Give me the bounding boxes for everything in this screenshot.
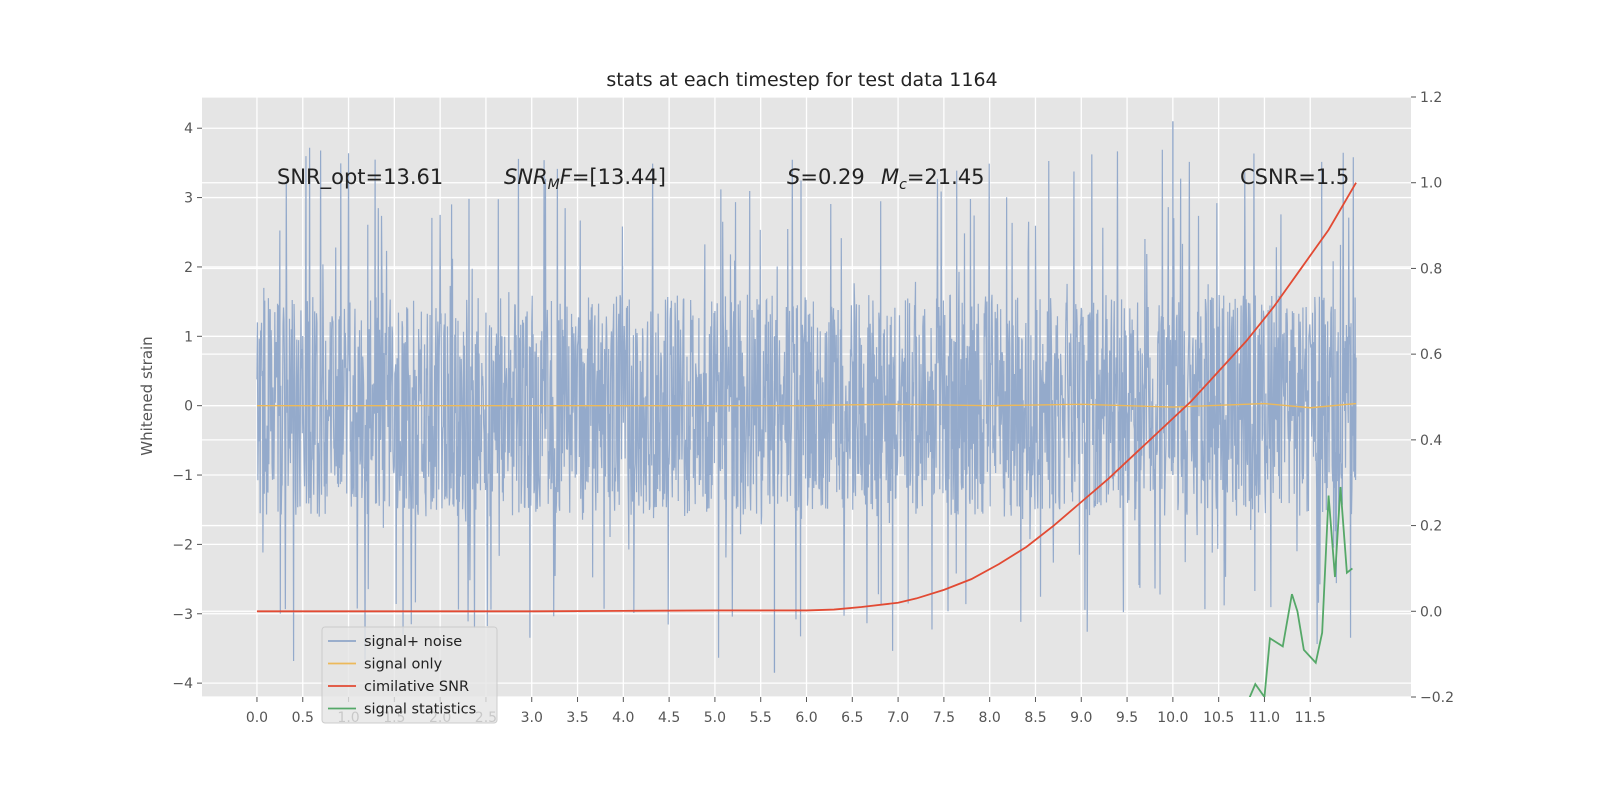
legend-label-signal-statistics: signal statistics: [364, 702, 476, 718]
annotation-mc-value: =21.45: [907, 165, 985, 189]
y-tick-label: 0: [184, 399, 193, 415]
annotation-mc-sub: c: [899, 177, 907, 193]
y-tick-label: −1: [172, 468, 193, 484]
x-tick-label: 5.0: [704, 710, 726, 726]
annotation-snr-mf: SNRMF=[13.44]: [504, 165, 666, 193]
x-tick-label: 11.5: [1295, 710, 1326, 726]
x-tick-label: 4.0: [612, 710, 634, 726]
y-axis-label: Whitened strain: [138, 336, 156, 455]
x-tick-label: 3.0: [521, 710, 543, 726]
x-tick-label: 10.5: [1203, 710, 1234, 726]
y2-tick-label: 0.0: [1420, 604, 1442, 620]
y2-tick-label: 1.2: [1420, 90, 1442, 106]
y-tick-label: −2: [172, 537, 193, 553]
x-tick-label: 9.0: [1070, 710, 1092, 726]
annotation-csnr: CSNR=1.5: [1240, 165, 1349, 189]
series-line-cimilative-snr: [256, 182, 1357, 613]
y2-tick-label: 0.2: [1420, 519, 1442, 535]
x-tick-label: 0.0: [246, 710, 268, 726]
x-tick-label: 8.5: [1024, 710, 1046, 726]
annotation-snr-opt: SNR_opt=13.61: [277, 165, 443, 190]
x-tick-label: 7.0: [887, 710, 909, 726]
x-tick-label: 7.5: [933, 710, 955, 726]
y-tick-label: 3: [184, 191, 193, 207]
annotation-s-value: =0.29: [800, 165, 864, 189]
plot-area: 0.00.51.01.52.02.53.03.54.04.55.05.56.06…: [172, 90, 1454, 726]
x-tick-label: 9.5: [1116, 710, 1138, 726]
x-tick-label: 8.0: [979, 710, 1001, 726]
annotation-s: S=0.29: [787, 165, 865, 189]
y-tick-label: 4: [184, 121, 193, 137]
x-tick-label: 11.0: [1249, 710, 1280, 726]
x-tick-label: 6.5: [841, 710, 863, 726]
x-tick-label: 3.5: [566, 710, 588, 726]
x-tick-label: 4.5: [658, 710, 680, 726]
annotation-snr-mf-prefix: SNR: [504, 165, 548, 189]
chart-title: stats at each timestep for test data 116…: [606, 69, 997, 91]
y2-tick-label: 0.6: [1420, 347, 1442, 363]
legend-box: [321, 626, 498, 724]
annotation-s-prefix: S: [787, 165, 800, 189]
y-tick-label: 1: [184, 329, 193, 345]
x-tick-label: 6.0: [795, 710, 817, 726]
y2-tick-label: 0.4: [1420, 433, 1442, 449]
x-tick-label: 0.5: [292, 710, 314, 726]
y2-tick-label: 1.0: [1420, 176, 1442, 192]
x-tick-label: 5.5: [750, 710, 772, 726]
annotation-snr-mf-sub: M: [548, 177, 560, 193]
y-tick-label: −3: [172, 607, 193, 623]
y2-tick-label: −0.2: [1420, 690, 1454, 706]
x-tick-label: 10.0: [1157, 710, 1188, 726]
annotation-mc: Mc=21.45: [881, 165, 985, 193]
annotation-snr-mf-value: =[13.44]: [572, 165, 666, 189]
y2-tick-label: 0.8: [1420, 261, 1442, 277]
y-tick-label: 2: [184, 260, 193, 276]
series-line-signal-only: [256, 402, 1357, 409]
legend: signal+ noise signal only cimilative SNR si…: [321, 626, 498, 724]
legend-label-signal-noise: signal+ noise: [364, 634, 462, 650]
legend-label-cimilative-snr: cimilative SNR: [364, 679, 469, 695]
y-tick-label: −4: [172, 676, 193, 692]
data-layer: [256, 121, 1357, 697]
annotation-snr-mf-suffix: F: [560, 165, 573, 189]
annotation-mc-prefix: M: [881, 165, 899, 189]
series-line-signal-statistics: [1248, 486, 1353, 697]
legend-label-signal-only: signal only: [364, 657, 443, 673]
